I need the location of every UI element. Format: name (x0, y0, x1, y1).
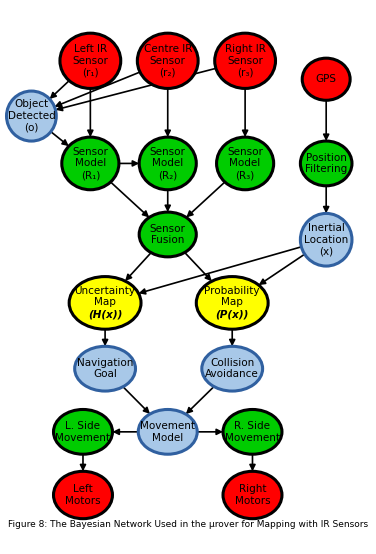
Ellipse shape (138, 409, 197, 454)
Ellipse shape (139, 212, 196, 257)
Text: Movement
Model: Movement Model (140, 421, 195, 443)
Text: Sensor
Model
(R₃): Sensor Model (R₃) (227, 147, 263, 180)
Ellipse shape (300, 213, 352, 266)
Ellipse shape (223, 471, 282, 519)
Ellipse shape (300, 141, 352, 186)
Text: Object
Detected
(o): Object Detected (o) (8, 100, 55, 132)
Ellipse shape (60, 33, 121, 89)
Ellipse shape (139, 137, 196, 189)
Text: Navigation
Goal: Navigation Goal (77, 358, 133, 379)
Text: GPS: GPS (316, 74, 337, 84)
Ellipse shape (53, 471, 112, 519)
Ellipse shape (137, 33, 198, 89)
Text: (H(x)): (H(x)) (88, 310, 122, 320)
Text: Sensor
Fusion: Sensor Fusion (150, 224, 186, 245)
Text: Right IR
Sensor
(r₃): Right IR Sensor (r₃) (225, 44, 265, 78)
Text: R. Side
Movement: R. Side Movement (225, 421, 280, 443)
Ellipse shape (69, 276, 141, 329)
Ellipse shape (302, 58, 350, 100)
Text: Sensor
Model
(R₁): Sensor Model (R₁) (73, 147, 108, 180)
Text: Left
Motors: Left Motors (65, 484, 101, 506)
Ellipse shape (202, 346, 262, 391)
Text: Centre IR
Sensor
(r₂): Centre IR Sensor (r₂) (144, 44, 192, 78)
Ellipse shape (223, 409, 282, 454)
Text: Probability
Map: Probability Map (205, 286, 260, 307)
Ellipse shape (62, 137, 119, 189)
Ellipse shape (215, 33, 276, 89)
Ellipse shape (217, 137, 274, 189)
Text: L. Side
Movement: L. Side Movement (56, 421, 111, 443)
Text: Inertial
Location
(x): Inertial Location (x) (304, 223, 348, 257)
Text: Collision
Avoidance: Collision Avoidance (205, 358, 259, 379)
Ellipse shape (196, 276, 268, 329)
Ellipse shape (75, 346, 135, 391)
Text: (P(x)): (P(x)) (215, 310, 249, 320)
Text: Left IR
Sensor
(r₁): Left IR Sensor (r₁) (73, 44, 108, 78)
Text: Sensor
Model
(R₂): Sensor Model (R₂) (150, 147, 186, 180)
Ellipse shape (6, 91, 56, 141)
Ellipse shape (53, 409, 112, 454)
Text: Position
Filtering: Position Filtering (305, 153, 347, 174)
Text: Right
Motors: Right Motors (235, 484, 270, 506)
Text: Figure 8: The Bayesian Network Used in the µrover for Mapping with IR Sensors: Figure 8: The Bayesian Network Used in t… (8, 520, 368, 529)
Text: Uncertainty
Map: Uncertainty Map (74, 286, 136, 307)
